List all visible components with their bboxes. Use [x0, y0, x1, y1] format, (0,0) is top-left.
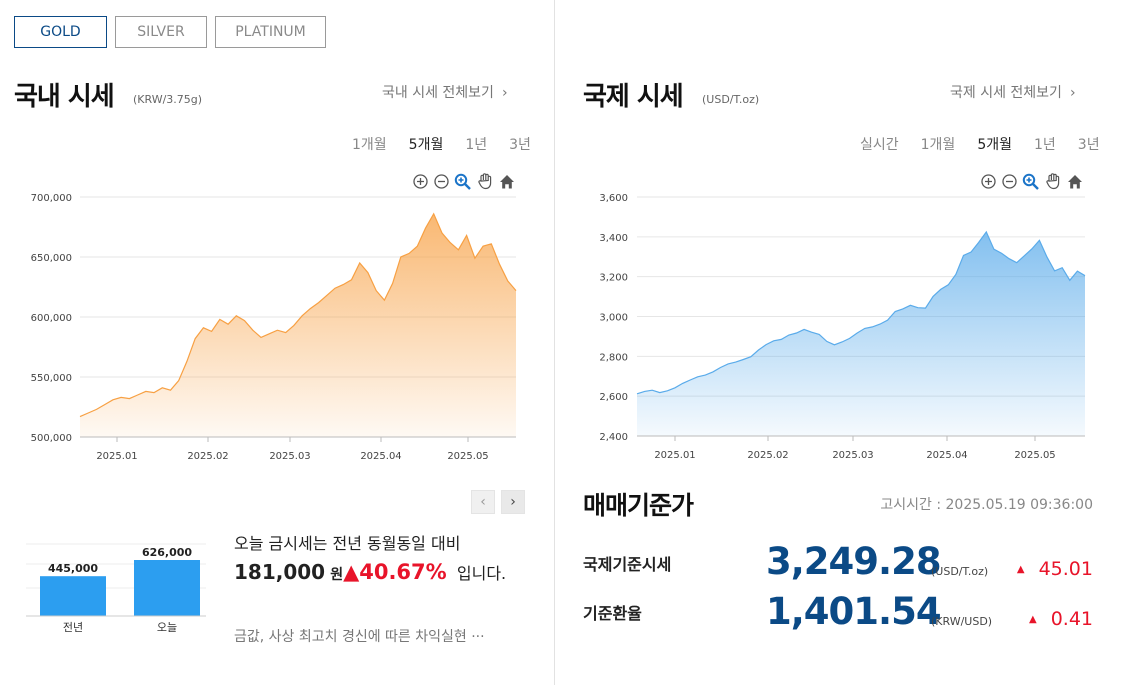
y-tick-label: 3,000	[599, 313, 628, 324]
y-tick-label: 600,000	[31, 313, 72, 324]
international-period-3y[interactable]: 3년	[1077, 137, 1100, 153]
chevron-right-icon: ›	[1069, 85, 1076, 101]
domestic-period-3y[interactable]: 3년	[509, 137, 531, 153]
x-tick-label: 2025.05	[1014, 450, 1055, 461]
reference-price-title: 매매기준가	[583, 491, 694, 520]
international-period-realtime[interactable]: 실시간	[860, 137, 899, 153]
international-title: 국제 시세	[583, 82, 684, 112]
chevron-right-icon: ›	[501, 85, 508, 101]
reference-row-label: 국제기준시세	[583, 555, 672, 574]
y-tick-label: 2,800	[599, 352, 628, 363]
domestic-chart-tools	[412, 172, 516, 190]
y-tick-label: 700,000	[31, 193, 72, 204]
zoom-select-icon[interactable]	[454, 173, 472, 190]
price-area	[80, 213, 516, 437]
bar	[40, 576, 106, 616]
domestic-title: 국내 시세	[14, 82, 115, 112]
bar-value-label: 626,000	[142, 546, 192, 559]
reference-row-value: 1,401.54	[766, 590, 942, 633]
international-chart-tools	[980, 172, 1084, 190]
international-period-selector: 실시간 1개월 5개월 1년 3년	[860, 134, 1100, 154]
zoom-in-icon[interactable]	[412, 173, 429, 190]
x-tick-label: 2025.02	[747, 450, 788, 461]
reference-row-label: 기준환율	[583, 604, 642, 623]
pan-hand-icon[interactable]	[476, 172, 494, 190]
international-period-1m[interactable]: 1개월	[920, 137, 956, 153]
reference-notice-time: 고시시간 : 2025.05.19 09:36:00	[880, 497, 1093, 513]
news-headline-link[interactable]: 금값, 사상 최고치 경신에 따른 차익실현 ···	[234, 629, 485, 645]
metal-tabs: GOLD SILVER PLATINUM	[14, 16, 326, 48]
price-line	[636, 230, 1086, 395]
x-tick-label: 2025.04	[360, 451, 401, 462]
bar-category-label: 오늘	[157, 621, 177, 634]
pager-next-button[interactable]: ›	[501, 490, 525, 514]
summary-percent: 40.67%	[359, 560, 447, 584]
international-price-chart: 3,600 3,400 3,200 3,000 2,800 2,600 2,400 2025.…	[599, 193, 1086, 461]
domestic-period-5m[interactable]: 5개월	[408, 137, 444, 153]
reset-home-icon[interactable]	[498, 173, 516, 190]
reference-row-value: 3,249.28	[766, 540, 942, 583]
domestic-period-selector: 1개월 5개월 1년 3년	[352, 134, 531, 154]
reference-row-unit: (USD/T.oz)	[931, 565, 989, 578]
summary-line1: 오늘 금시세는 전년 동월동일 대비	[234, 534, 461, 553]
panel-divider	[554, 0, 555, 685]
year-over-year-bar-chart: 445,000 전년 626,000 오늘	[26, 543, 206, 634]
domestic-view-all-label: 국내 시세 전체보기	[382, 85, 494, 101]
international-period-1y[interactable]: 1년	[1033, 137, 1056, 153]
y-tick-label: 650,000	[31, 253, 72, 264]
up-arrow-icon: ▲	[1016, 564, 1025, 575]
zoom-out-icon[interactable]	[1001, 173, 1018, 190]
pager-prev-button[interactable]: ‹	[471, 490, 495, 514]
summary-text: 오늘 금시세는 전년 동월동일 대비 181,000 원▲40.67% 입니다.	[234, 530, 524, 589]
price-line	[79, 212, 517, 418]
tab-platinum[interactable]: PLATINUM	[215, 16, 326, 48]
x-tick-label: 2025.03	[269, 451, 310, 462]
pan-hand-icon[interactable]	[1044, 172, 1062, 190]
domestic-price-chart: 700,000 650,000 600,000 550,000 500,000 2025.…	[31, 193, 517, 462]
bar	[134, 560, 200, 616]
domestic-period-1m[interactable]: 1개월	[352, 137, 387, 153]
bar-value-label: 445,000	[48, 562, 98, 575]
y-tick-label: 3,200	[599, 273, 628, 284]
y-tick-label: 500,000	[31, 433, 72, 444]
reference-row-change: ▲ 0.41	[1029, 608, 1093, 630]
y-tick-label: 550,000	[31, 373, 72, 384]
y-tick-label: 2,400	[599, 432, 628, 443]
reference-row-change-value: 0.41	[1050, 608, 1093, 630]
summary-line2: 181,000 원▲40.67% 입니다.	[234, 558, 524, 589]
international-period-5m[interactable]: 5개월	[977, 137, 1012, 153]
zoom-out-icon[interactable]	[433, 173, 450, 190]
pager: ‹ ›	[471, 490, 525, 514]
price-area	[637, 231, 1085, 436]
summary-amount: 181,000	[234, 560, 326, 584]
international-view-all-link[interactable]: 국제 시세 전체보기 ›	[950, 82, 1076, 102]
summary-up-arrow: ▲	[343, 560, 360, 584]
reset-home-icon[interactable]	[1066, 173, 1084, 190]
x-tick-label: 2025.05	[447, 451, 488, 462]
y-tick-label: 2,600	[599, 392, 628, 403]
zoom-in-icon[interactable]	[980, 173, 997, 190]
international-view-all-label: 국제 시세 전체보기	[950, 85, 1062, 101]
international-unit: (USD/T.oz)	[702, 93, 760, 106]
bar-category-label: 전년	[63, 621, 83, 634]
x-tick-label: 2025.03	[832, 450, 873, 461]
summary-won: 원	[330, 567, 344, 583]
zoom-select-icon[interactable]	[1022, 173, 1040, 190]
up-arrow-icon: ▲	[1028, 614, 1037, 625]
x-tick-label: 2025.04	[926, 450, 967, 461]
tab-silver[interactable]: SILVER	[115, 16, 207, 48]
domestic-unit: (KRW/3.75g)	[133, 93, 203, 106]
tab-gold[interactable]: GOLD	[14, 16, 107, 48]
summary-tail: 입니다.	[456, 564, 507, 583]
reference-row-unit: (KRW/USD)	[931, 615, 993, 628]
y-tick-label: 3,400	[599, 233, 628, 244]
x-tick-label: 2025.02	[187, 451, 228, 462]
reference-row-change-value: 45.01	[1038, 558, 1093, 580]
x-tick-label: 2025.01	[96, 451, 137, 462]
domestic-view-all-link[interactable]: 국내 시세 전체보기 ›	[382, 82, 508, 102]
x-tick-label: 2025.01	[654, 450, 695, 461]
y-tick-label: 3,600	[599, 193, 628, 204]
domestic-period-1y[interactable]: 1년	[465, 137, 488, 153]
reference-row-change: ▲ 45.01	[1017, 558, 1093, 580]
